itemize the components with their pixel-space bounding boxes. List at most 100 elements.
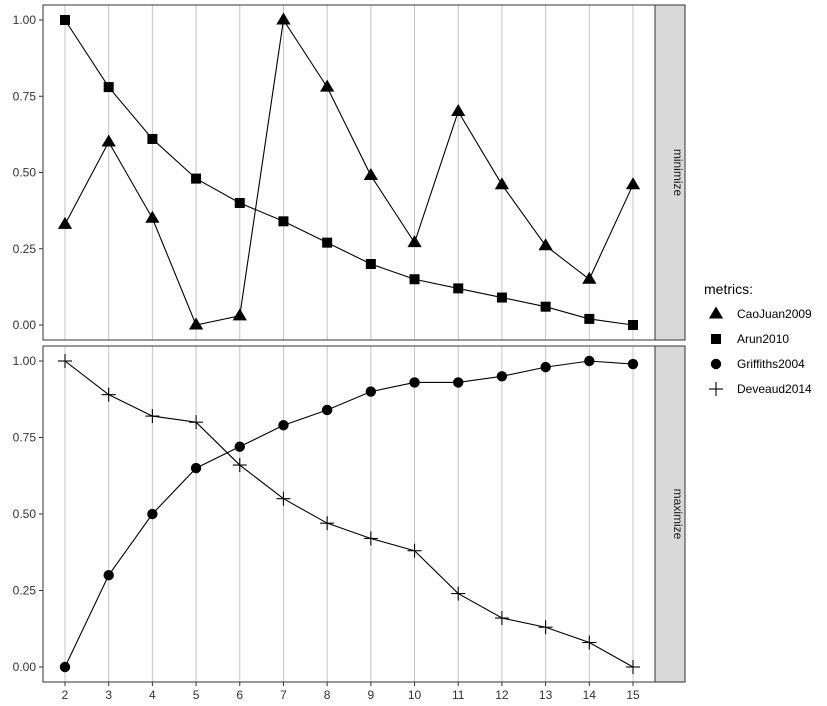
y-tick-label-minimize-0.00: 0.00 xyxy=(13,318,37,332)
point-Arun2010-x5 xyxy=(191,173,202,184)
point-Deveaud2014-x5 xyxy=(189,415,204,430)
point-CaoJuan2009-x11 xyxy=(451,104,466,116)
x-tick-label-11: 11 xyxy=(452,688,465,702)
x-tick-label-2: 2 xyxy=(62,688,69,702)
series-line-CaoJuan2009 xyxy=(64,18,634,326)
y-tick-label-maximize-0.75: 0.75 xyxy=(13,431,37,445)
legend-marker-Deveaud2014 xyxy=(709,382,723,396)
point-CaoJuan2009-x10 xyxy=(407,235,422,248)
x-tick-label-5: 5 xyxy=(193,688,200,702)
strip-label-maximize: maximize xyxy=(671,489,685,540)
point-Griffiths2004-x11 xyxy=(453,377,464,388)
point-Arun2010-x2 xyxy=(60,15,70,25)
x-tick-label-4: 4 xyxy=(149,688,156,702)
x-tick-label-7: 7 xyxy=(280,688,287,702)
point-CaoJuan2009-x15 xyxy=(625,177,641,190)
point-Deveaud2014-x2 xyxy=(58,354,72,368)
point-Griffiths2004-x4 xyxy=(147,508,158,520)
x-tick-label-6: 6 xyxy=(236,688,243,702)
point-Deveaud2014-x4 xyxy=(145,409,160,424)
point-Griffiths2004-x14 xyxy=(584,355,595,367)
point-CaoJuan2009-x13 xyxy=(538,238,553,251)
point-Arun2010-x13 xyxy=(540,301,551,312)
legend-marker-Arun2010 xyxy=(711,334,721,344)
panel-minimize: 0.00 0.25 0.50 0.75 1.00 minimize xyxy=(13,4,686,341)
point-Deveaud2014-x9 xyxy=(363,531,378,546)
point-CaoJuan2009-x4 xyxy=(145,210,160,223)
legend-label-Arun2010: Arun2010 xyxy=(737,332,789,346)
point-Deveaud2014-x3 xyxy=(101,387,116,402)
strip-maximize xyxy=(654,345,686,683)
series-line-Griffiths2004 xyxy=(64,360,634,668)
point-Arun2010-x3 xyxy=(103,82,114,93)
point-Arun2010-x8 xyxy=(322,237,333,248)
point-Griffiths2004-x2 xyxy=(59,661,71,673)
legend-label-CaoJuan2009: CaoJuan2009 xyxy=(737,307,812,321)
point-Griffiths2004-x6 xyxy=(234,441,245,452)
panel-minimize-background xyxy=(43,5,655,340)
legend-label-Deveaud2014: Deveaud2014 xyxy=(737,382,812,396)
legend-title: metrics: xyxy=(704,281,753,297)
panel-maximize: 0.00 0.25 0.50 0.75 1.00 maximize xyxy=(13,345,686,683)
series-line-Deveaud2014 xyxy=(64,360,634,668)
point-Griffiths2004-x5 xyxy=(190,462,202,474)
point-Deveaud2014-x11 xyxy=(451,586,466,601)
point-Deveaud2014-x15 xyxy=(626,660,640,674)
point-CaoJuan2009-x7 xyxy=(276,12,291,25)
strip-minimize xyxy=(654,4,686,341)
y-tick-label-minimize-0.50: 0.50 xyxy=(13,166,37,180)
legend-marker-Griffiths2004 xyxy=(710,358,722,370)
point-Griffiths2004-x12 xyxy=(496,371,508,382)
point-Griffiths2004-x15 xyxy=(627,358,639,370)
x-tick-label-8: 8 xyxy=(324,688,331,702)
point-Deveaud2014-x7 xyxy=(276,491,291,506)
point-CaoJuan2009-x5 xyxy=(188,317,204,330)
point-Arun2010-x4 xyxy=(147,133,158,144)
point-Griffiths2004-x13 xyxy=(540,361,551,373)
y-tick-label-maximize-0.50: 0.50 xyxy=(13,507,37,521)
point-Deveaud2014-x6 xyxy=(232,458,247,473)
point-CaoJuan2009-x6 xyxy=(232,308,247,321)
legend: metrics: CaoJuan2009 Arun2010 Griffiths2004… xyxy=(704,281,812,396)
y-tick-label-minimize-1.00: 1.00 xyxy=(13,13,37,27)
point-Griffiths2004-x9 xyxy=(365,386,377,397)
point-CaoJuan2009-x3 xyxy=(101,134,116,147)
x-tick-label-3: 3 xyxy=(105,688,112,702)
point-Deveaud2014-x13 xyxy=(538,620,553,635)
y-tick-label-minimize-0.25: 0.25 xyxy=(13,242,37,256)
point-Arun2010-x15 xyxy=(628,320,638,330)
point-CaoJuan2009-x2 xyxy=(57,216,73,229)
point-Griffiths2004-x8 xyxy=(321,404,333,416)
point-CaoJuan2009-x14 xyxy=(582,271,597,284)
point-Griffiths2004-x3 xyxy=(103,570,114,581)
point-Arun2010-x7 xyxy=(278,216,289,227)
point-Arun2010-x10 xyxy=(409,274,420,285)
point-CaoJuan2009-x12 xyxy=(494,177,510,190)
point-Arun2010-x9 xyxy=(365,259,376,269)
x-tick-label-13: 13 xyxy=(539,688,553,702)
legend-marker-CaoJuan2009 xyxy=(708,306,724,319)
point-CaoJuan2009-x8 xyxy=(320,79,335,92)
x-tick-label-9: 9 xyxy=(368,688,375,702)
point-Arun2010-x14 xyxy=(584,313,595,324)
point-Griffiths2004-x10 xyxy=(409,377,420,388)
x-tick-label-15: 15 xyxy=(626,688,640,702)
series-line-Arun2010 xyxy=(64,19,634,326)
x-tick-label-14: 14 xyxy=(583,688,597,702)
legend-label-Griffiths2004: Griffiths2004 xyxy=(737,357,805,371)
y-tick-label-maximize-1.00: 1.00 xyxy=(13,354,37,368)
point-Deveaud2014-x10 xyxy=(407,543,422,558)
y-tick-label-maximize-0.00: 0.00 xyxy=(13,660,37,674)
point-Griffiths2004-x7 xyxy=(278,420,289,431)
point-Deveaud2014-x8 xyxy=(320,516,335,531)
y-tick-label-minimize-0.75: 0.75 xyxy=(13,89,37,103)
y-tick-label-maximize-0.25: 0.25 xyxy=(13,584,37,598)
x-tick-label-12: 12 xyxy=(495,688,509,702)
point-Deveaud2014-x12 xyxy=(494,611,509,626)
strip-label-minimize: minimize xyxy=(671,149,685,197)
x-tick-label-10: 10 xyxy=(408,688,422,702)
point-Deveaud2014-x14 xyxy=(582,635,597,650)
point-CaoJuan2009-x9 xyxy=(363,168,378,181)
point-Arun2010-x12 xyxy=(496,292,507,303)
